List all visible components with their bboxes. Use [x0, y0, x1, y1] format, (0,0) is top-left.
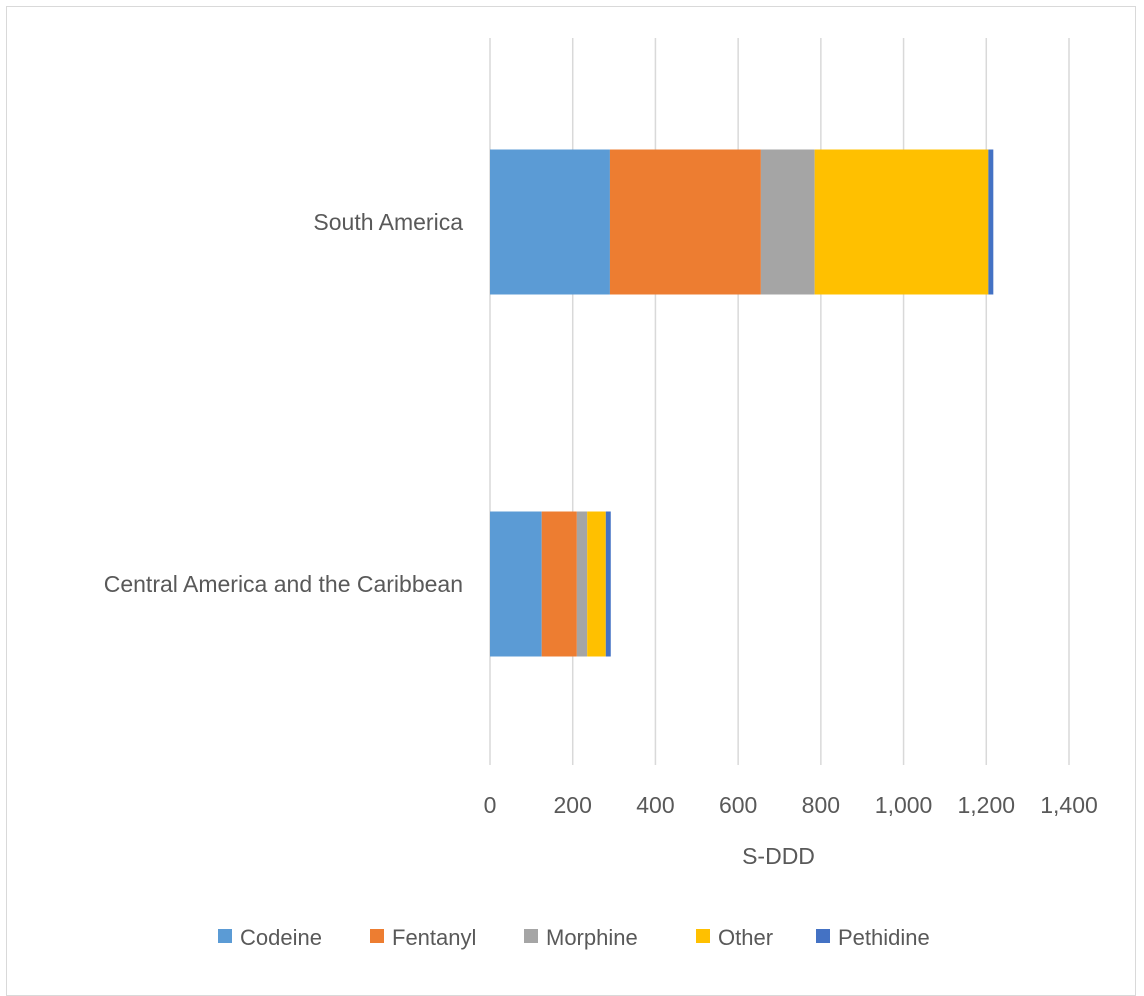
legend-label-fentanyl: Fentanyl [392, 925, 476, 950]
bar-fentanyl-1 [541, 511, 577, 657]
legend-label-other: Other [718, 925, 773, 950]
legend-swatch-other [696, 929, 710, 943]
x-tick-label-1: 200 [554, 792, 592, 818]
x-tick-label-6: 1,200 [958, 792, 1016, 818]
bar-morphine-1 [576, 511, 588, 657]
legend-swatch-fentanyl [370, 929, 384, 943]
legend-swatch-morphine [524, 929, 538, 943]
bars [490, 149, 994, 657]
x-tick-label-3: 600 [719, 792, 757, 818]
x-tick-label-5: 1,000 [875, 792, 933, 818]
bar-other-0 [814, 149, 989, 295]
category-labels: South America Central America and the Car… [104, 209, 463, 597]
legend: Codeine Fentanyl Morphine Other Pethidine [218, 925, 930, 950]
legend-label-codeine: Codeine [240, 925, 322, 950]
bar-other-1 [587, 511, 606, 657]
legend-label-pethidine: Pethidine [838, 925, 930, 950]
category-label-0: South America [313, 209, 463, 235]
category-label-1: Central America and the Caribbean [104, 571, 463, 597]
x-tick-label-7: 1,400 [1040, 792, 1098, 818]
bar-codeine-1 [490, 511, 542, 657]
x-tick-label-0: 0 [484, 792, 497, 818]
bar-pethidine-0 [988, 149, 994, 295]
bar-pethidine-1 [605, 511, 611, 657]
x-axis-ticks: 0 200 400 600 800 1,000 1,200 1,400 [484, 792, 1098, 818]
x-tick-label-4: 800 [802, 792, 840, 818]
bar-codeine-0 [490, 149, 610, 295]
bar-fentanyl-0 [609, 149, 761, 295]
x-tick-label-2: 400 [636, 792, 674, 818]
bar-morphine-0 [760, 149, 815, 295]
legend-label-morphine: Morphine [546, 925, 638, 950]
legend-swatch-codeine [218, 929, 232, 943]
x-axis-title: S-DDD [742, 843, 815, 869]
legend-swatch-pethidine [816, 929, 830, 943]
